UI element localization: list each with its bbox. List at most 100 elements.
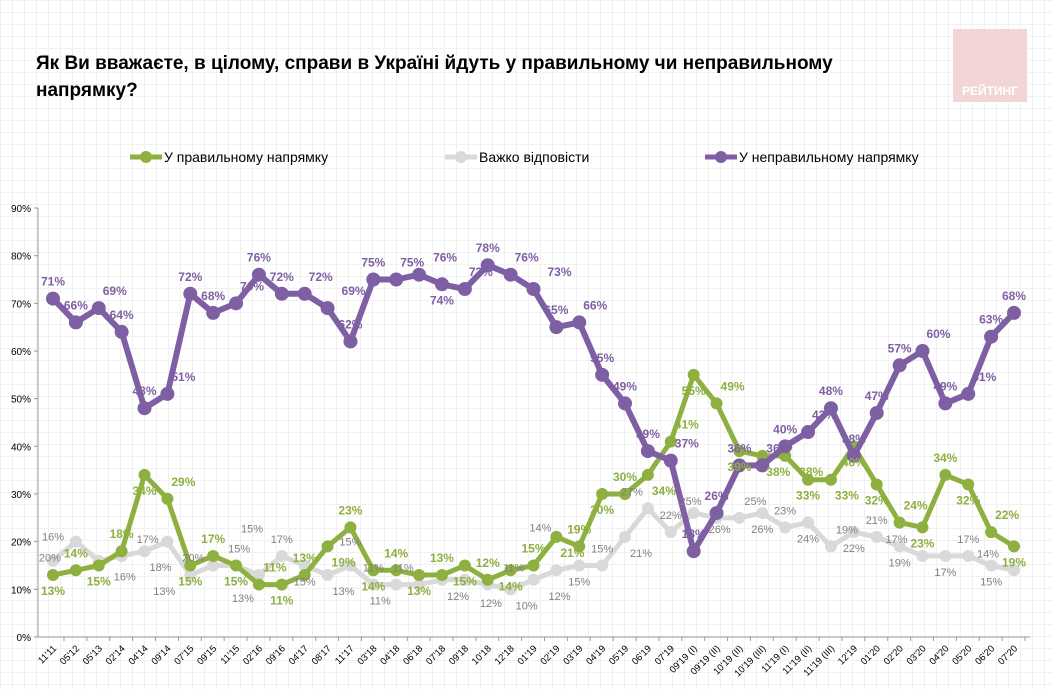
- data-point: [984, 329, 999, 344]
- legend-label: У неправильному напрямку: [739, 149, 919, 165]
- data-label: 66%: [583, 298, 607, 312]
- data-label: 14%: [529, 522, 551, 534]
- data-label: 21%: [560, 546, 584, 560]
- data-label: 55%: [682, 384, 706, 398]
- data-point: [893, 516, 906, 529]
- data-label: 23%: [774, 505, 796, 517]
- data-point: [756, 449, 769, 462]
- x-tick-label: 07'20: [996, 643, 1020, 667]
- data-label: 74%: [430, 293, 454, 307]
- data-point: [939, 549, 952, 562]
- data-label: 15%: [568, 577, 590, 589]
- data-point: [183, 286, 198, 301]
- data-point: [961, 386, 976, 401]
- data-label: 17%: [957, 534, 979, 546]
- legend-label: У правильному напрямку: [164, 149, 328, 165]
- data-point: [320, 301, 335, 316]
- legend-marker: [455, 151, 467, 163]
- x-tick-label: 06'19: [630, 643, 654, 667]
- x-tick-label: 11'15: [219, 643, 243, 667]
- data-point: [824, 473, 837, 486]
- data-point: [206, 305, 221, 320]
- data-label: 15%: [241, 524, 263, 536]
- data-point: [732, 458, 747, 473]
- data-label: 11%: [392, 563, 413, 575]
- data-label: 39%: [727, 460, 751, 474]
- data-label: 16%: [114, 572, 136, 584]
- data-point: [207, 549, 220, 562]
- x-tick-label: 07'18: [424, 643, 448, 667]
- data-point: [779, 449, 792, 462]
- data-label: 26%: [751, 524, 773, 536]
- data-point: [252, 578, 265, 591]
- data-point: [710, 397, 723, 410]
- data-label: 72%: [309, 270, 333, 284]
- data-label: 19%: [332, 555, 356, 569]
- legend-marker: [715, 151, 727, 163]
- data-label: 22%: [660, 510, 682, 522]
- data-point: [870, 530, 883, 543]
- data-label: 15%: [87, 575, 111, 589]
- data-point: [893, 540, 906, 553]
- data-label: 14%: [384, 546, 408, 560]
- data-point: [343, 334, 358, 349]
- data-label: 33%: [835, 489, 859, 503]
- data-label: 62%: [338, 317, 362, 331]
- data-point: [641, 502, 654, 515]
- data-label: 32%: [865, 493, 889, 507]
- data-point: [641, 468, 654, 481]
- data-label: 36%: [727, 441, 751, 455]
- data-point: [184, 559, 197, 572]
- data-point: [390, 564, 403, 577]
- data-label: 18%: [150, 562, 172, 574]
- data-label: 69%: [342, 284, 366, 298]
- y-tick-label: 20%: [11, 538, 31, 549]
- x-tick-label: 01'20: [859, 643, 883, 667]
- data-label: 47%: [865, 389, 889, 403]
- data-point: [938, 396, 953, 411]
- data-label: 40%: [773, 422, 797, 436]
- x-tick-label: 05'12: [58, 643, 82, 667]
- data-point: [69, 564, 82, 577]
- data-point: [846, 448, 861, 463]
- data-label: 21%: [630, 548, 652, 560]
- data-label: 41%: [675, 418, 699, 432]
- data-point: [664, 435, 677, 448]
- data-label: 13%: [293, 551, 317, 565]
- data-label: 11%: [370, 596, 391, 608]
- data-point: [755, 458, 770, 473]
- x-tick-label: 09'15: [195, 643, 219, 667]
- x-tick-label: 10'18: [470, 643, 494, 667]
- data-point: [321, 569, 334, 582]
- data-point: [275, 578, 288, 591]
- data-point: [504, 583, 517, 596]
- y-tick-label: 30%: [11, 490, 31, 501]
- series-2: [46, 258, 1021, 559]
- data-label: 39%: [636, 427, 660, 441]
- data-point: [687, 368, 700, 381]
- data-label: 72%: [178, 270, 202, 284]
- data-label: 34%: [133, 484, 157, 498]
- data-label: 69%: [103, 284, 127, 298]
- data-label: 18%: [110, 527, 134, 541]
- data-point: [435, 569, 448, 582]
- x-tick-label: 07'15: [172, 643, 196, 667]
- data-label: 12%: [476, 556, 500, 570]
- data-label: 22%: [843, 543, 865, 555]
- data-label: 49%: [933, 379, 957, 393]
- data-label: 18%: [682, 527, 706, 541]
- data-point: [68, 315, 83, 330]
- data-label: 21%: [866, 515, 888, 527]
- data-point: [390, 578, 403, 591]
- data-point: [275, 549, 288, 562]
- data-point: [1008, 564, 1020, 577]
- data-label: 72%: [270, 270, 294, 284]
- data-point: [527, 559, 540, 572]
- data-point: [457, 282, 472, 297]
- legend-item-0: У правильному напрямку: [130, 149, 328, 165]
- data-label: 40%: [842, 455, 866, 469]
- data-label: 19%: [1002, 555, 1026, 569]
- data-label: 78%: [476, 241, 500, 255]
- data-label: 63%: [979, 313, 1003, 327]
- legend-marker: [140, 151, 152, 163]
